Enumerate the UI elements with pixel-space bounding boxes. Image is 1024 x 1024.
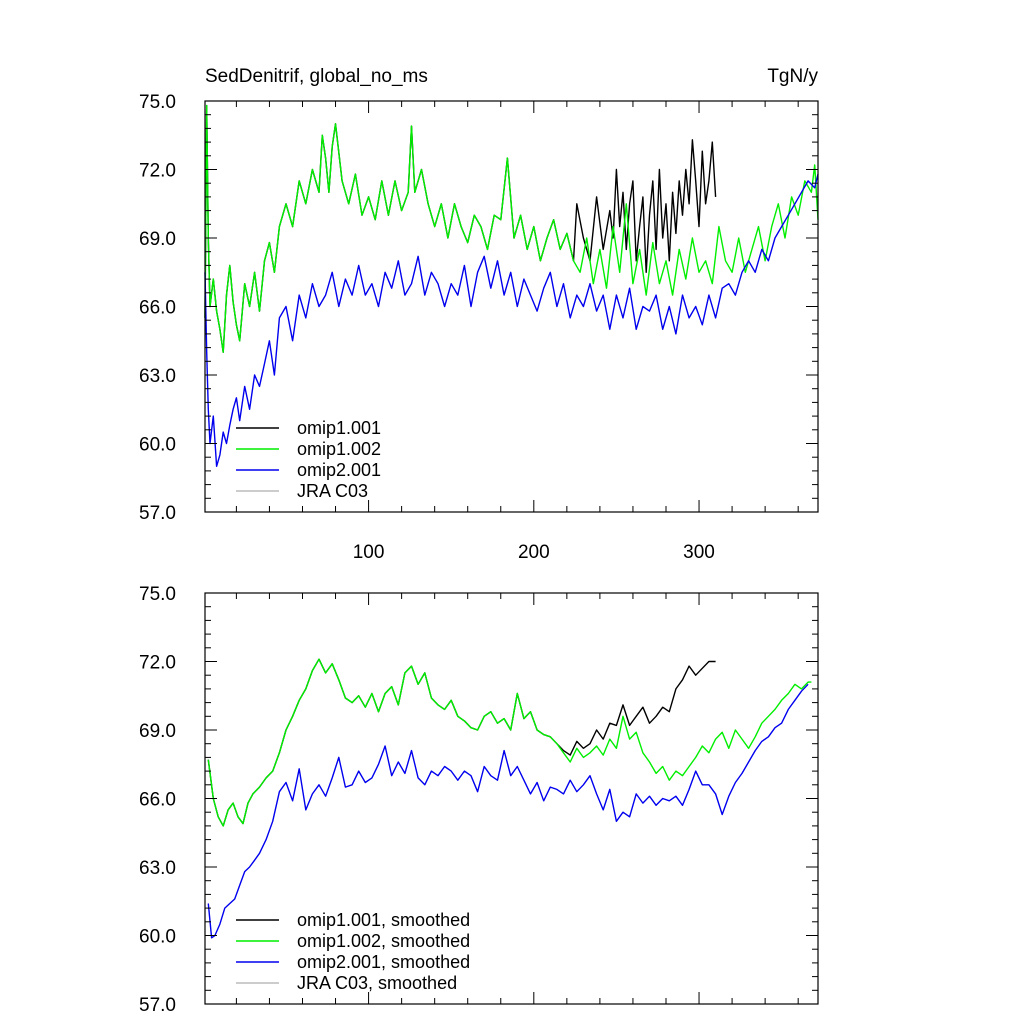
bottom-ytick-label: 66.0 bbox=[139, 790, 176, 811]
top-series-layer bbox=[204, 104, 819, 467]
top-ytick-label: 60.0 bbox=[139, 435, 176, 456]
top-units: TgN/y bbox=[767, 66, 818, 87]
top-ytick-label: 63.0 bbox=[139, 366, 176, 387]
top-plot-frame bbox=[204, 100, 819, 513]
top-ytick-label: 69.0 bbox=[139, 229, 176, 250]
top-xtick-label: 300 bbox=[683, 542, 715, 563]
bottom-legend-label: JRA C03, smoothed bbox=[297, 973, 457, 993]
bottom-panel: 57.0 60.0 63.0 66.0 69.0 72.0 75.0 omip1.001, … bbox=[139, 584, 819, 1016]
top-title: SedDenitrif, global_no_ms bbox=[205, 66, 428, 87]
top-ytick-label: 75.0 bbox=[139, 92, 176, 113]
top-ytick-label: 72.0 bbox=[139, 161, 176, 182]
bottom-ytick-label: 60.0 bbox=[139, 927, 176, 948]
top-legend-label: omip1.002 bbox=[297, 439, 381, 459]
top-axes: 57.0 60.0 63.0 66.0 69.0 72.0 75.0 100 200 300 bbox=[139, 92, 818, 563]
bottom-ytick-label: 57.0 bbox=[139, 995, 176, 1016]
bottom-plot-frame bbox=[204, 592, 819, 1005]
bottom-ytick-label: 69.0 bbox=[139, 721, 176, 742]
bottom-series-line-2 bbox=[207, 683, 809, 939]
top-panel: SedDenitrif, global_no_ms TgN/y 57.0 60.0… bbox=[139, 66, 819, 563]
top-xtick-label: 100 bbox=[353, 542, 385, 563]
bottom-series-layer bbox=[207, 658, 812, 939]
top-xtick-label: 200 bbox=[518, 542, 550, 563]
top-series-line-2 bbox=[204, 173, 819, 467]
bottom-series-line-1 bbox=[207, 658, 812, 827]
bottom-legend-label: omip1.001, smoothed bbox=[297, 910, 470, 930]
bottom-ytick-label: 75.0 bbox=[139, 584, 176, 605]
bottom-legend-label: omip2.001, smoothed bbox=[297, 952, 470, 972]
bottom-axes: 57.0 60.0 63.0 66.0 69.0 72.0 75.0 bbox=[139, 584, 818, 1016]
bottom-legend-label: omip1.002, smoothed bbox=[297, 931, 470, 951]
top-ytick-label: 57.0 bbox=[139, 503, 176, 524]
top-legend-label: JRA C03 bbox=[297, 481, 368, 501]
top-legend-label: omip2.001 bbox=[297, 460, 381, 480]
bottom-ytick-label: 72.0 bbox=[139, 653, 176, 674]
top-ytick-label: 66.0 bbox=[139, 298, 176, 319]
bottom-ytick-label: 63.0 bbox=[139, 858, 176, 879]
top-series-line-1 bbox=[204, 104, 819, 353]
top-legend-label: omip1.001 bbox=[297, 418, 381, 438]
